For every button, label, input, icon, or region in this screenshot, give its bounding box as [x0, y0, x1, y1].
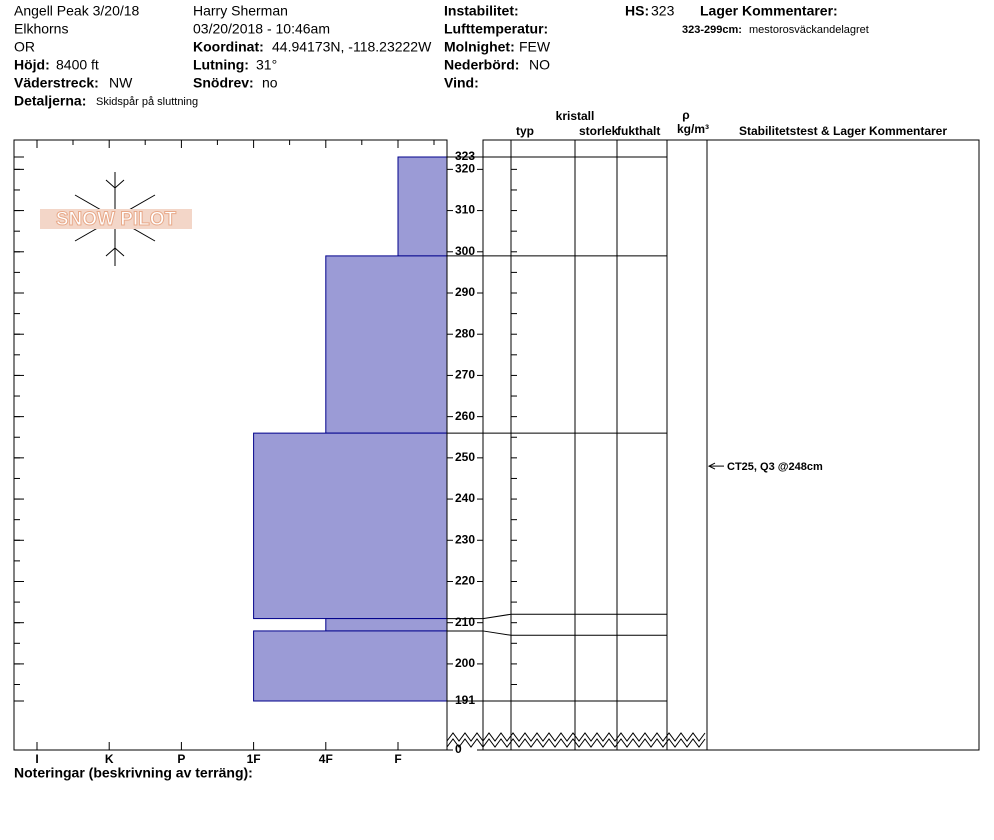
details: Skidspår på sluttning [96, 96, 198, 108]
coords-label: Koordinat: [193, 39, 264, 55]
logo-text: SNOW PILOT [56, 209, 177, 230]
wind-load: no [262, 75, 278, 91]
state: OR [14, 39, 35, 55]
y-tick-label: 280 [455, 326, 475, 340]
slope: 31° [256, 57, 277, 73]
layer-bar [325, 255, 448, 434]
col-header: fukthalt [617, 124, 660, 138]
air-temp-label: Lufttemperatur: [444, 21, 548, 37]
wind-load-label: Snödrev: [193, 75, 254, 91]
hardness-label: 4F [319, 752, 333, 766]
y-tick-label: 300 [455, 244, 475, 258]
y-tick-label: 260 [455, 409, 475, 423]
site: Angell Peak 3/20/18 [14, 3, 140, 19]
y-tick-label: 191 [455, 693, 475, 707]
y-tick-label: 320 [455, 162, 475, 176]
y-tick-label: 250 [455, 450, 475, 464]
coords: 44.94173N, -118.23222W [272, 39, 432, 55]
notes-label: Noteringar (beskrivning av terräng): [14, 765, 253, 781]
y-tick-label: 270 [455, 368, 475, 382]
col-header: storlek [579, 124, 619, 138]
y-tick-label: 230 [455, 532, 475, 546]
y-tick-label: 220 [455, 574, 475, 588]
elevation-label: Höjd: [14, 57, 50, 73]
hardness-label: F [394, 752, 401, 766]
layer-comments-title: Lager Kommentarer: [700, 3, 838, 19]
aspect-label: Väderstreck: [14, 75, 99, 91]
sky: FEW [519, 39, 551, 55]
layer-bar [253, 630, 448, 702]
col-header: kg/m³ [677, 122, 709, 136]
y-tick-label: 310 [455, 203, 475, 217]
wind-label: Vind: [444, 75, 479, 91]
logo-band [40, 209, 192, 229]
details-label: Detaljerna: [14, 93, 86, 109]
slope-label: Lutning: [193, 57, 249, 73]
hardness-label: I [35, 752, 38, 766]
stability-label: CT25, Q3 @248cm [727, 461, 823, 473]
arrow-head [707, 462, 716, 470]
datetime: 03/20/2018 - 10:46am [193, 21, 330, 37]
hardness-label: K [105, 752, 114, 766]
col-header: typ [516, 124, 534, 138]
layer-bar [253, 432, 448, 620]
observer: Harry Sherman [193, 3, 288, 19]
instability-label: Instabilitet: [444, 3, 519, 19]
hs-label: HS: [625, 3, 649, 19]
y-tick-label: 290 [455, 285, 475, 299]
layer-boundary [447, 630, 667, 636]
hardness-label: P [177, 752, 185, 766]
col-header: ρ [682, 108, 689, 122]
hs: 323 [651, 3, 675, 19]
layer-bar [325, 618, 448, 632]
layer-comment: mestorosväckandelagret [749, 24, 869, 36]
aspect: NW [109, 75, 133, 91]
hardness-frame [13, 139, 448, 751]
break [446, 732, 706, 742]
layer-bar [397, 156, 448, 257]
break [446, 738, 706, 748]
layer-comment-range: 323-299cm: [682, 24, 742, 36]
y-tick-label: 323 [455, 149, 475, 163]
range: Elkhorns [14, 21, 68, 37]
y-tick-label: 200 [455, 656, 475, 670]
precip: NO [529, 57, 550, 73]
y-tick-label: 0 [455, 742, 462, 756]
column-frame [482, 139, 980, 751]
y-tick-label: 210 [455, 615, 475, 629]
layer-boundary [447, 613, 667, 620]
col-header: Stabilitetstest & Lager Kommentarer [739, 124, 947, 138]
sky-label: Molnighet: [444, 39, 515, 55]
precip-label: Nederbörd: [444, 57, 519, 73]
hardness-label: 1F [247, 752, 261, 766]
y-tick-label: 240 [455, 491, 475, 505]
col-header: kristall [556, 109, 595, 123]
elevation: 8400 ft [56, 57, 99, 73]
